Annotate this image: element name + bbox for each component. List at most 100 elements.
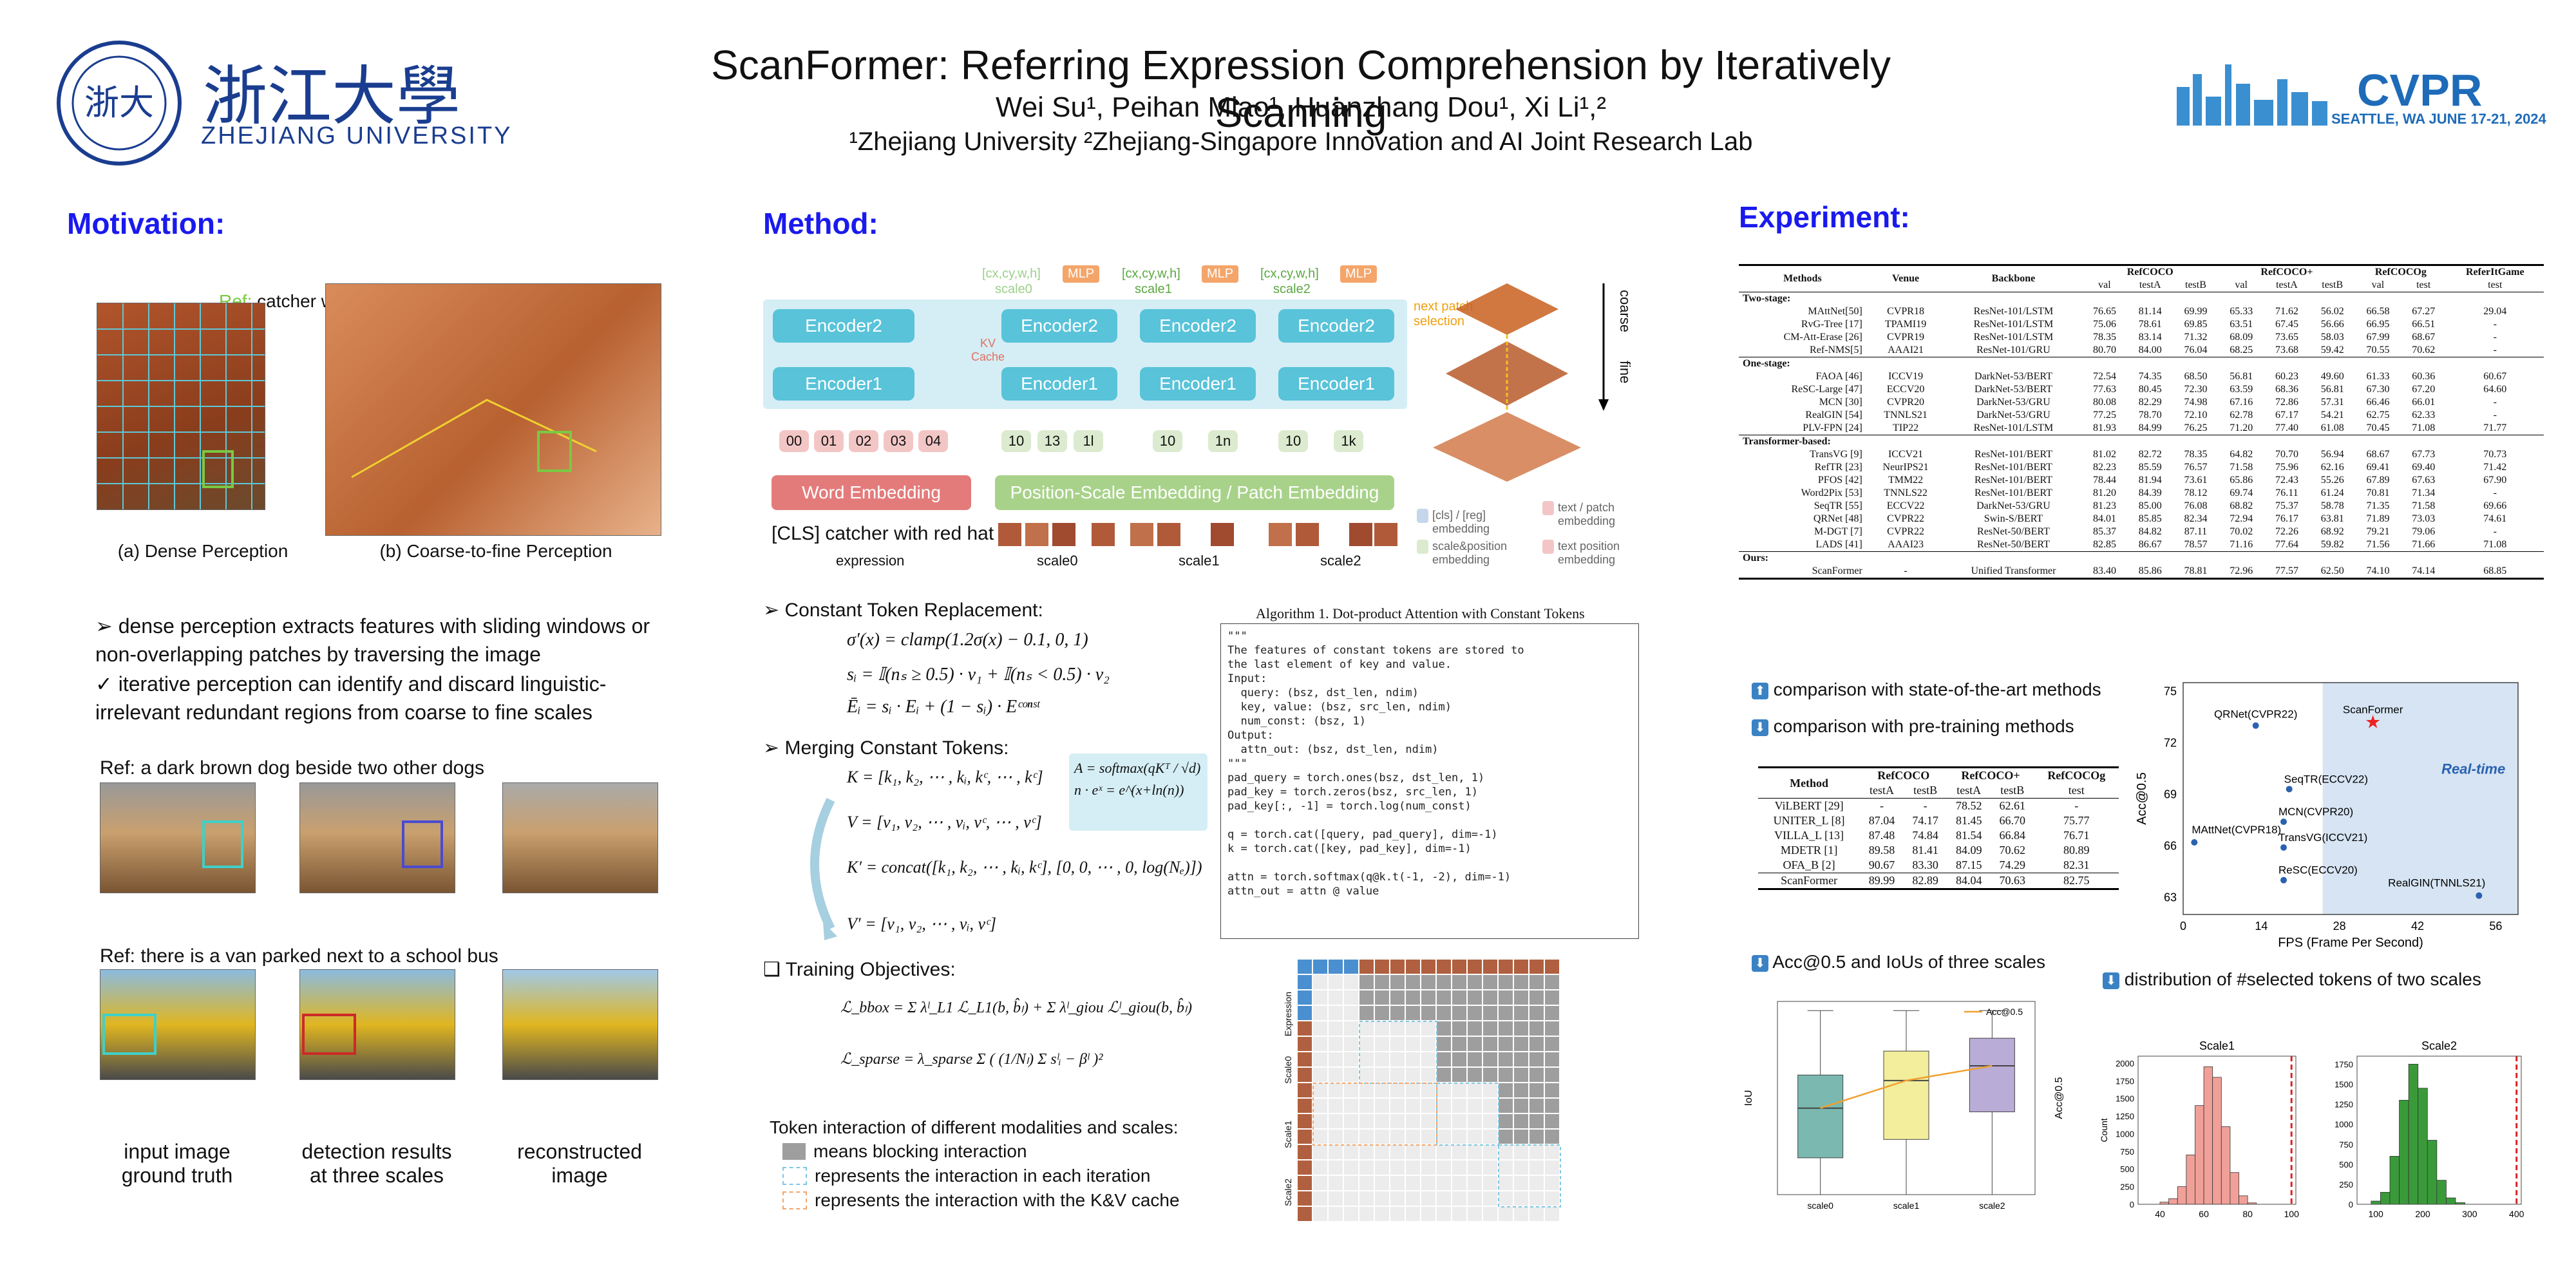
table-cell: 58.78: [2320, 500, 2344, 511]
mask-cell: [1514, 1083, 1528, 1097]
mask-cell: [1329, 1006, 1343, 1020]
table-cell: -: [1923, 799, 1927, 812]
table-cell: 71.32: [2184, 332, 2208, 343]
mask-cell: [1359, 1068, 1374, 1082]
interaction-legend-3: represents the interaction with the K&V …: [782, 1190, 1180, 1211]
interaction-legend-3-text: represents the interaction with the K&V …: [815, 1190, 1180, 1210]
mask-cell: [1313, 990, 1327, 1005]
plot-frame: [2183, 682, 2519, 915]
table-cell: 72.96: [2230, 565, 2253, 576]
encoder1-block-expr: Encoder1: [773, 367, 914, 401]
table-cell: 82.89: [1912, 874, 1938, 887]
table-row: MAttNet[50] CVPR18 ResNet-101/LSTM 76.65 81.…: [1739, 305, 2544, 318]
dog-reconstructed-image: [502, 782, 658, 893]
mask-cell: [1545, 1037, 1559, 1051]
mask-cell: [1390, 1207, 1405, 1221]
table-row: MCN [30] CVPR20 DarkNet-53/GRU 80.08 82.29 74…: [1739, 396, 2544, 409]
token-0: 00: [779, 430, 809, 452]
fine-label: fine: [1617, 361, 1633, 384]
mask-cell: [1344, 1037, 1358, 1051]
mask-cell: [1344, 1052, 1358, 1066]
x-tick-label: 42: [2411, 920, 2424, 933]
table-cell: ResNet-101/BERT: [1975, 462, 2052, 473]
table-row: UNITER_L [8] 87.04 74.17 81.45 66.70 75.77: [1758, 813, 2119, 828]
table-cell: 89.58: [1868, 844, 1895, 857]
table-cell: 79.06: [2412, 526, 2436, 537]
table-cell: CVPR18: [1887, 306, 1924, 317]
table-cell: ViLBERT [29]: [1774, 799, 1844, 812]
table-cell: 66.58: [2366, 306, 2390, 317]
svg-text:浙大: 浙大: [84, 82, 154, 123]
mask-cell: [1437, 1083, 1451, 1097]
table-cell: 67.99: [2366, 332, 2390, 343]
x-tick-label: 40: [2155, 1209, 2165, 1219]
mask-cell: [1406, 1191, 1420, 1206]
encoder2-block-s1: Encoder2: [1140, 309, 1256, 343]
mask-cell: [1390, 1083, 1405, 1097]
sota-table-container: Methods Venue Backbone RefCOCO RefCOCO+ …: [1739, 264, 2544, 580]
table-cell: 85.00: [2138, 500, 2162, 511]
mask-cell: [1298, 990, 1312, 1005]
mask-cell: [1421, 1099, 1435, 1113]
table-cell: 87.15: [1955, 858, 1982, 871]
scale2-histogram: Scale2 100 200 300 400 0 250 500 750 1000 1250 1500…: [2318, 1037, 2531, 1230]
table-cell: ResNet-101/BERT: [1975, 488, 2052, 498]
histogram-bar: [2380, 1191, 2391, 1205]
mask-cell: [1298, 1176, 1312, 1190]
method-heading: Method:: [763, 207, 878, 240]
s0-token-b: 13: [1037, 430, 1067, 452]
th2-refcocog: RefCOCOg: [2047, 769, 2106, 782]
mask-cell: [1375, 1114, 1389, 1128]
table-cell: 72.54: [2092, 371, 2116, 382]
scatter-point: [2476, 892, 2483, 899]
table-cell: 69.74: [2230, 488, 2253, 498]
mask-cell: [1421, 990, 1435, 1005]
mask-cell: [1329, 1207, 1343, 1221]
table-cell: TransVG [9]: [1810, 449, 1862, 460]
mask-cell: [1329, 960, 1343, 974]
th-sub: testB: [2173, 279, 2219, 292]
mask-cell: [1514, 960, 1528, 974]
mask-cell: [1452, 1130, 1466, 1144]
mask-cell: [1545, 990, 1559, 1005]
table-cell: 66.51: [2412, 319, 2436, 330]
table-cell: 75.77: [2063, 814, 2090, 827]
mask-cell: [1499, 1099, 1513, 1113]
table-cell: 72.43: [2275, 475, 2298, 486]
university-name-cn: 浙江大學: [203, 59, 460, 134]
table-cell: 73.68: [2275, 345, 2298, 355]
table-cell: 71.62: [2275, 306, 2298, 317]
mask-cell: [1514, 1176, 1528, 1190]
table-cell: 68.09: [2230, 332, 2253, 343]
mask-cell: [1359, 1099, 1374, 1113]
mask-cell: [1437, 975, 1451, 989]
table-cell: 71.08: [2412, 422, 2436, 433]
point-label: MAttNet(CVPR18): [2192, 824, 2281, 836]
table-cell: 68.92: [2320, 526, 2344, 537]
col-caption-detection: detection results at three scales: [301, 1140, 452, 1187]
y-axis-label: IoU: [1743, 1090, 1754, 1106]
mask-cell: [1468, 1052, 1482, 1066]
mask-cell: [1359, 1006, 1374, 1020]
table-cell: 84.09: [1955, 844, 1982, 857]
mask-cell: [1344, 960, 1358, 974]
mask-row-label-scale1: Scale1: [1283, 1121, 1293, 1148]
legend-patch-swatch: [1542, 501, 1554, 515]
mask-cell: [1499, 1191, 1513, 1206]
th-backbone: Backbone: [1945, 265, 2082, 292]
scatter-point: [2280, 876, 2287, 884]
mask-cell: [1499, 960, 1513, 974]
algorithm-code: """ The features of constant tokens are …: [1220, 623, 1639, 939]
mask-cell: [1313, 1191, 1327, 1206]
table-row: OFA_B [2] 90.67 83.30 87.15 74.29 82.31: [1758, 858, 2119, 873]
point-label: SeqTR(ECCV22): [2284, 773, 2368, 785]
mask-cell: [1329, 1114, 1343, 1128]
mask-cell: [1406, 1176, 1420, 1190]
table-cell: Swin-S/BERT: [1984, 513, 2043, 524]
histogram-bar: [2446, 1197, 2456, 1205]
mask-cell: [1359, 990, 1374, 1005]
table-cell: 61.24: [2320, 488, 2344, 498]
arrow-down-icon: ⬇: [1752, 954, 1768, 972]
table-cell: 68.25: [2230, 345, 2253, 355]
mask-cell: [1298, 1207, 1312, 1221]
